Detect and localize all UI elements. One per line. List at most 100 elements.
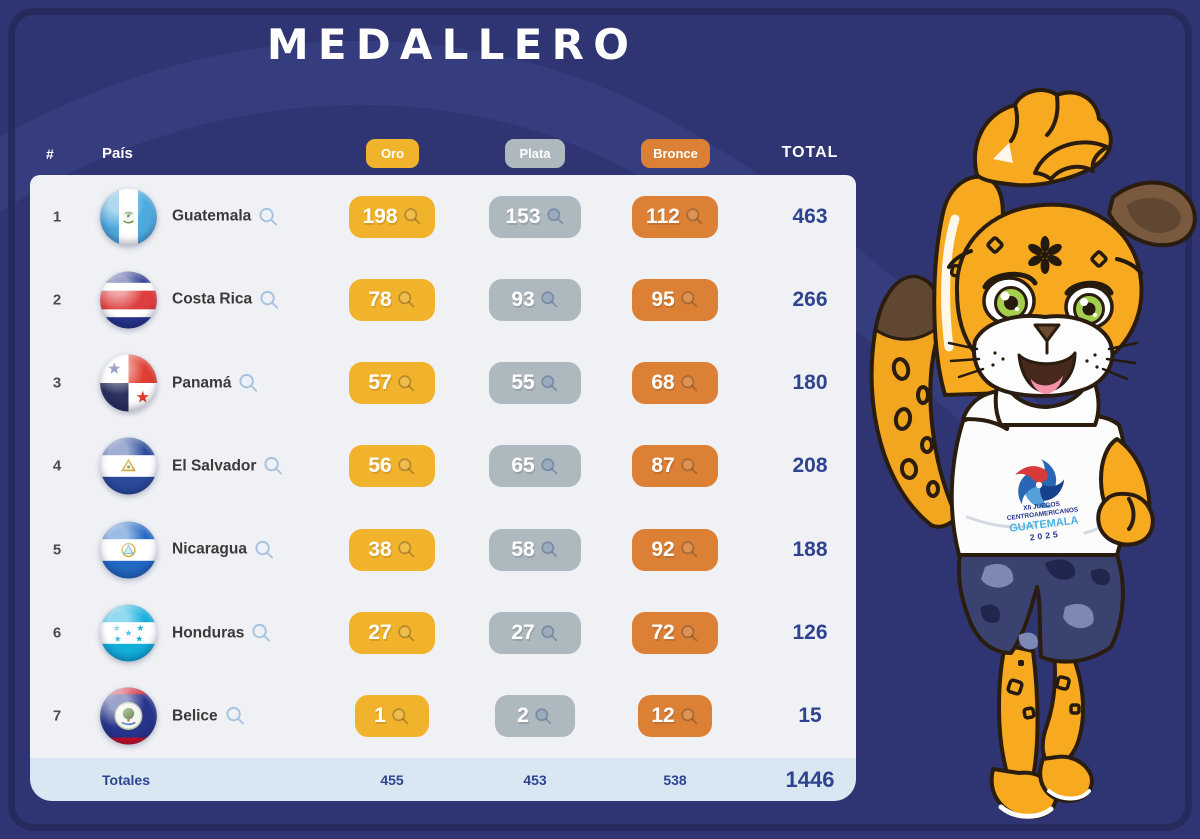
bronze-medal-pill[interactable]: 112 <box>632 195 718 238</box>
header-silver-badge[interactable]: Plata <box>505 139 565 168</box>
gold-medal-pill[interactable]: 78 <box>349 278 435 321</box>
silver-medal-pill[interactable]: 93 <box>489 278 581 321</box>
silver-medal-pill[interactable]: 27 <box>489 612 581 655</box>
flag-panama-icon <box>100 354 157 412</box>
magnifier-icon <box>540 458 557 475</box>
gold-count: 57 <box>368 371 392 395</box>
magnifier-icon <box>680 458 697 475</box>
magnifier-icon <box>540 374 557 391</box>
total-cell: 266 <box>792 287 828 311</box>
silver-count: 93 <box>511 287 535 311</box>
silver-medal-pill[interactable]: 58 <box>489 528 581 571</box>
magnifier-icon <box>680 624 697 641</box>
page-title: MEDALLERO <box>266 20 639 69</box>
magnifier-icon <box>540 291 557 308</box>
magnifier-icon <box>392 708 409 725</box>
table-row: 2 Costa Rica 78 93 <box>30 258 856 341</box>
gold-count: 38 <box>368 537 392 561</box>
country-cell: El Salvador <box>172 456 284 477</box>
bronze-count: 92 <box>651 537 675 561</box>
silver-medal-pill[interactable]: 65 <box>489 445 581 488</box>
silver-medal-pill[interactable]: 55 <box>489 362 581 405</box>
table-row: 5 Nicaragua 38 5 <box>30 508 856 591</box>
table-row: 7 Belice 1 <box>30 675 856 758</box>
bronze-count: 12 <box>651 704 675 728</box>
gold-count: 198 <box>362 204 398 228</box>
magnifier-icon <box>680 708 697 725</box>
bronze-count: 95 <box>651 287 675 311</box>
bronze-medal-pill[interactable]: 87 <box>632 445 718 488</box>
gold-count: 1 <box>374 704 386 728</box>
magnifier-icon <box>680 374 697 391</box>
total-cell: 126 <box>792 621 828 645</box>
table-row: 1 Guatemala 198 <box>30 175 856 258</box>
country-name: Panamá <box>172 374 232 392</box>
flag-costa-rica-icon <box>100 271 157 329</box>
silver-count: 27 <box>511 621 535 645</box>
silver-count: 58 <box>511 537 535 561</box>
gold-medal-pill[interactable]: 56 <box>349 445 435 488</box>
table-row: 4 El Salvador 56 <box>30 425 856 508</box>
country-name: El Salvador <box>172 457 257 475</box>
country-cell: Nicaragua <box>172 539 275 560</box>
totals-grand-total: 1446 <box>785 766 835 792</box>
bronze-medal-pill[interactable]: 92 <box>632 528 718 571</box>
bronze-medal-pill[interactable]: 95 <box>632 278 718 321</box>
magnifier-icon[interactable] <box>258 206 279 227</box>
rank-cell: 6 <box>52 624 62 642</box>
header-bronze-badge[interactable]: Bronce <box>641 139 710 168</box>
magnifier-icon[interactable] <box>251 623 272 644</box>
flag-guatemala-icon <box>100 188 157 246</box>
magnifier-icon[interactable] <box>263 456 284 477</box>
gold-count: 27 <box>368 621 392 645</box>
magnifier-icon[interactable] <box>225 706 246 727</box>
rank-cell: 5 <box>52 541 62 559</box>
mascot-shirt-text: 2025 <box>1029 529 1061 543</box>
magnifier-icon[interactable] <box>259 289 280 310</box>
rank-cell: 2 <box>52 291 62 309</box>
country-cell: Guatemala <box>172 206 279 227</box>
bronze-medal-pill[interactable]: 12 <box>638 695 712 738</box>
magnifier-icon <box>686 208 703 225</box>
silver-count: 2 <box>517 704 529 728</box>
silver-count: 153 <box>505 204 541 228</box>
table-body: 1 Guatemala 198 <box>30 175 856 758</box>
country-cell: Honduras <box>172 623 272 644</box>
gold-medal-pill[interactable]: 38 <box>349 528 435 571</box>
magnifier-icon <box>397 624 414 641</box>
flag-honduras-icon <box>100 604 157 662</box>
country-cell: Belice <box>172 706 246 727</box>
totals-bronze: 538 <box>663 771 687 788</box>
gold-medal-pill[interactable]: 57 <box>349 362 435 405</box>
bronze-count: 112 <box>646 204 680 228</box>
magnifier-icon[interactable] <box>238 373 259 394</box>
totals-gold: 455 <box>380 771 404 788</box>
gold-medal-pill[interactable]: 198 <box>349 195 435 238</box>
magnifier-icon <box>540 541 557 558</box>
silver-medal-pill[interactable]: 153 <box>489 195 581 238</box>
magnifier-icon[interactable] <box>254 539 275 560</box>
rank-cell: 7 <box>52 707 62 725</box>
totals-silver: 453 <box>523 771 547 788</box>
bronze-medal-pill[interactable]: 72 <box>632 612 718 655</box>
country-name: Honduras <box>172 624 245 642</box>
total-cell: 15 <box>798 704 822 728</box>
header-gold-badge[interactable]: Oro <box>366 139 419 168</box>
gold-count: 56 <box>368 454 392 478</box>
country-name: Belice <box>172 707 218 725</box>
flag-el-salvador-icon <box>100 437 157 495</box>
silver-medal-pill[interactable]: 2 <box>495 695 575 738</box>
bronze-medal-pill[interactable]: 68 <box>632 362 718 405</box>
bronze-count: 68 <box>651 371 675 395</box>
flag-belize-icon <box>100 687 157 745</box>
magnifier-icon <box>397 458 414 475</box>
gold-medal-pill[interactable]: 27 <box>349 612 435 655</box>
country-cell: Panamá <box>172 373 259 394</box>
gold-medal-pill[interactable]: 1 <box>355 695 429 738</box>
total-cell: 180 <box>792 371 828 395</box>
magnifier-icon <box>397 541 414 558</box>
magnifier-icon <box>403 208 420 225</box>
country-name: Nicaragua <box>172 540 247 558</box>
magnifier-icon <box>397 291 414 308</box>
